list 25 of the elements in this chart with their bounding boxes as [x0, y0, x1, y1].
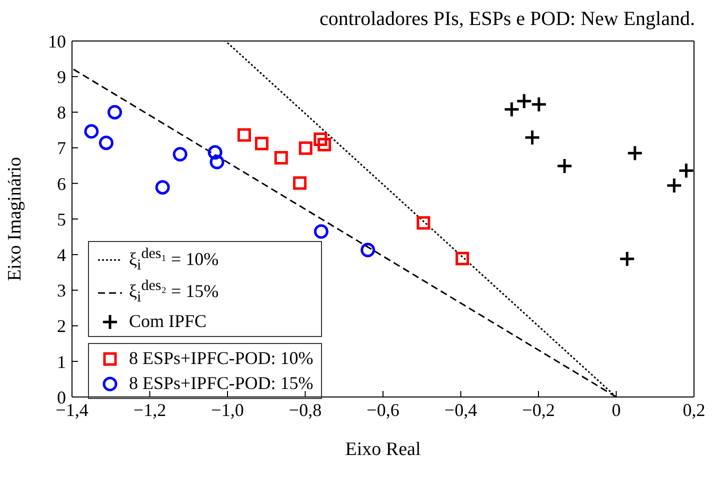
y-tick-label: 10 [48, 31, 66, 52]
y-tick-label: 9 [57, 66, 66, 87]
legend-label: ξ$_{i}$$^{des₂}$ = 15% [129, 278, 219, 307]
y-tick-label: 1 [57, 352, 66, 372]
x-tick-label: −1,0 [211, 400, 244, 420]
x-tick-label: −1,2 [133, 400, 166, 420]
chart-title: controladores PIs, ESPs e POD: New England. [319, 8, 695, 31]
legend-label: 8 ESPs+IPFC-POD: 15% [129, 373, 314, 394]
y-tick-label: 4 [57, 244, 66, 265]
x-tick-label: −0,2 [522, 400, 555, 420]
x-axis-title: Eixo Real [345, 439, 421, 460]
y-tick-label: 5 [57, 209, 66, 230]
legend-label: ξ$_{i}$$^{des₁}$ = 10% [129, 246, 219, 274]
x-tick-label: 0,2 [682, 400, 706, 420]
y-tick-label: 8 [57, 102, 66, 123]
y-tick-label: 6 [57, 174, 66, 194]
x-tick-label: −0,4 [444, 400, 478, 420]
x-tick-label: −0,8 [288, 400, 322, 420]
y-tick-label: 7 [57, 138, 66, 158]
legend-label: 8 ESPs+IPFC-POD: 10% [129, 348, 314, 369]
x-tick-label: 0 [612, 400, 621, 420]
y-tick-label: 2 [57, 316, 66, 336]
y-tick-label: 3 [57, 280, 66, 301]
legend-label: Com IPFC [129, 311, 207, 332]
x-tick-label: −0,6 [366, 400, 400, 420]
